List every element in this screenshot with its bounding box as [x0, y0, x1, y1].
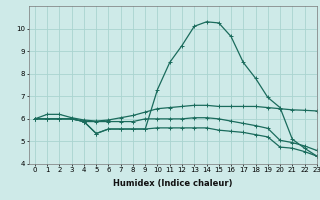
X-axis label: Humidex (Indice chaleur): Humidex (Indice chaleur): [113, 179, 233, 188]
